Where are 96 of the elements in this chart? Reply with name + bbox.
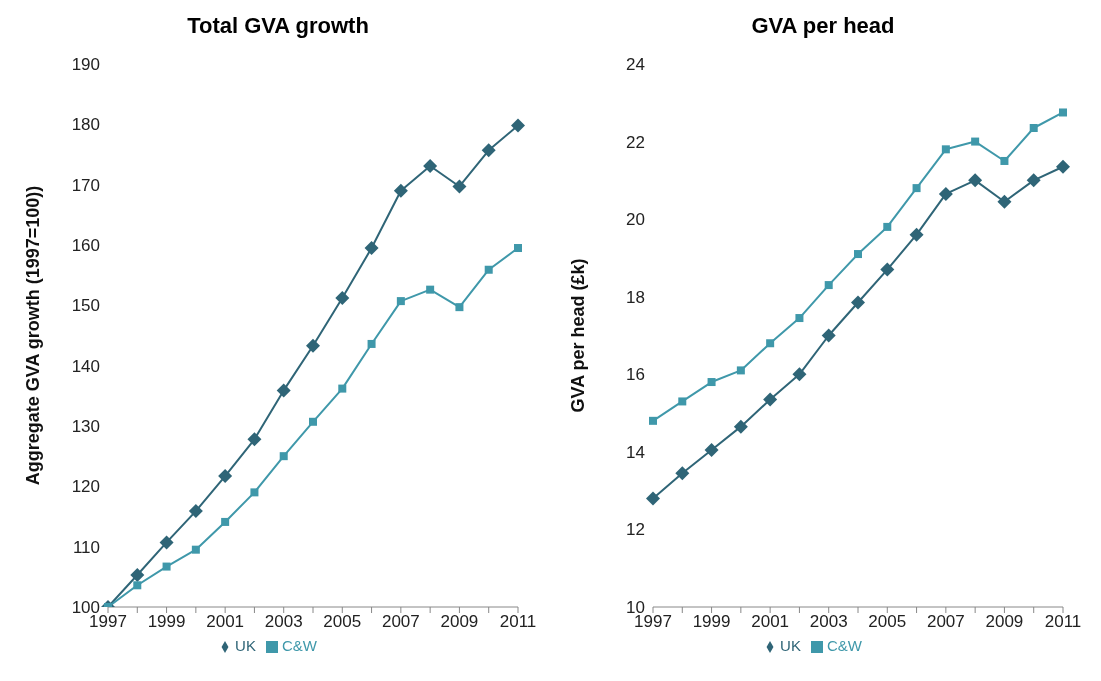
point	[736, 366, 745, 375]
x-tick-label: 2003	[809, 612, 848, 632]
y-tick-label: 22	[626, 132, 645, 152]
point	[968, 173, 983, 188]
point	[338, 384, 347, 393]
point	[335, 291, 350, 306]
y-tick-label: 18	[626, 287, 645, 307]
point	[766, 339, 775, 348]
y-tick-label: 12	[626, 520, 645, 540]
y-tick-label: 24	[626, 55, 645, 75]
y-tick-label: 14	[626, 442, 645, 462]
legend-label: C&W	[281, 637, 317, 654]
point	[423, 158, 438, 173]
x-tick-label: 2009	[440, 612, 479, 632]
y-tick-label: 110	[72, 537, 100, 557]
y-tick-label: 150	[71, 296, 100, 316]
point	[218, 469, 233, 484]
x-tick-label: 1999	[147, 612, 186, 632]
point	[396, 297, 405, 306]
point	[1056, 159, 1070, 174]
y-tick-label: 16	[626, 365, 645, 385]
y-tick-label: 160	[71, 236, 100, 256]
y-tick-label: 130	[71, 417, 100, 437]
point	[309, 417, 317, 426]
point	[883, 222, 892, 231]
point	[1029, 124, 1038, 132]
point	[159, 535, 174, 550]
point	[880, 262, 895, 277]
point	[455, 303, 464, 312]
point	[733, 419, 748, 434]
point	[941, 145, 950, 154]
point	[704, 442, 719, 457]
y-tick-label: 120	[71, 477, 100, 497]
point	[912, 184, 921, 193]
legend-label: C&W	[826, 637, 862, 654]
point	[792, 367, 807, 382]
x-tick-label: 2001	[751, 612, 790, 632]
point	[851, 295, 865, 310]
chart-title: GVA per head	[750, 12, 896, 40]
point	[162, 562, 171, 571]
point	[1000, 156, 1009, 165]
x-tick-label: 2007	[926, 612, 965, 632]
point	[938, 186, 953, 201]
point	[821, 328, 836, 343]
x-tick-label: 2005	[323, 612, 362, 632]
point	[763, 392, 778, 407]
y-tick-label: 180	[71, 115, 100, 135]
point	[250, 488, 259, 497]
point	[426, 285, 435, 294]
point	[678, 397, 687, 406]
point	[649, 416, 657, 425]
point	[646, 491, 660, 506]
x-tick-label: 2009	[985, 612, 1024, 632]
point	[306, 338, 320, 353]
y-tick-label: 170	[71, 175, 100, 195]
point	[191, 545, 200, 554]
point	[1026, 173, 1041, 188]
legend-label: UK	[235, 637, 256, 654]
point	[133, 581, 142, 590]
point	[364, 241, 379, 256]
point	[452, 179, 467, 194]
point	[130, 568, 145, 583]
x-tick-label: 2005	[868, 612, 907, 632]
point	[188, 504, 203, 519]
point	[367, 339, 376, 348]
point	[795, 314, 804, 323]
point	[276, 383, 291, 398]
x-tick-label: 2003	[264, 612, 303, 632]
x-tick-label: 2001	[206, 612, 245, 632]
point	[514, 244, 522, 253]
y-axis-title: GVA per head (£k)	[568, 258, 589, 413]
point	[909, 227, 924, 242]
point	[247, 432, 262, 447]
point	[221, 517, 230, 526]
x-tick-label: 1999	[692, 612, 731, 632]
y-tick-label: 140	[71, 356, 100, 376]
point	[854, 250, 862, 259]
point	[971, 137, 980, 146]
y-tick-label: 20	[626, 210, 645, 230]
point	[1059, 108, 1067, 117]
legend-label: UK	[780, 637, 801, 654]
point	[279, 452, 288, 461]
point	[481, 143, 496, 158]
y-axis-title: Aggregate GVA growth (1997=100))	[23, 185, 44, 486]
point	[824, 281, 833, 290]
y-tick-label: 190	[71, 55, 100, 75]
point	[393, 183, 408, 198]
chart-title: Total GVA growth	[186, 12, 370, 40]
x-tick-label: 2011	[1044, 612, 1082, 632]
point	[484, 265, 493, 274]
point	[707, 378, 716, 387]
point	[511, 118, 525, 133]
x-tick-label: 2011	[499, 612, 537, 632]
point	[997, 194, 1012, 209]
x-tick-label: 2007	[381, 612, 420, 632]
point	[675, 466, 690, 481]
